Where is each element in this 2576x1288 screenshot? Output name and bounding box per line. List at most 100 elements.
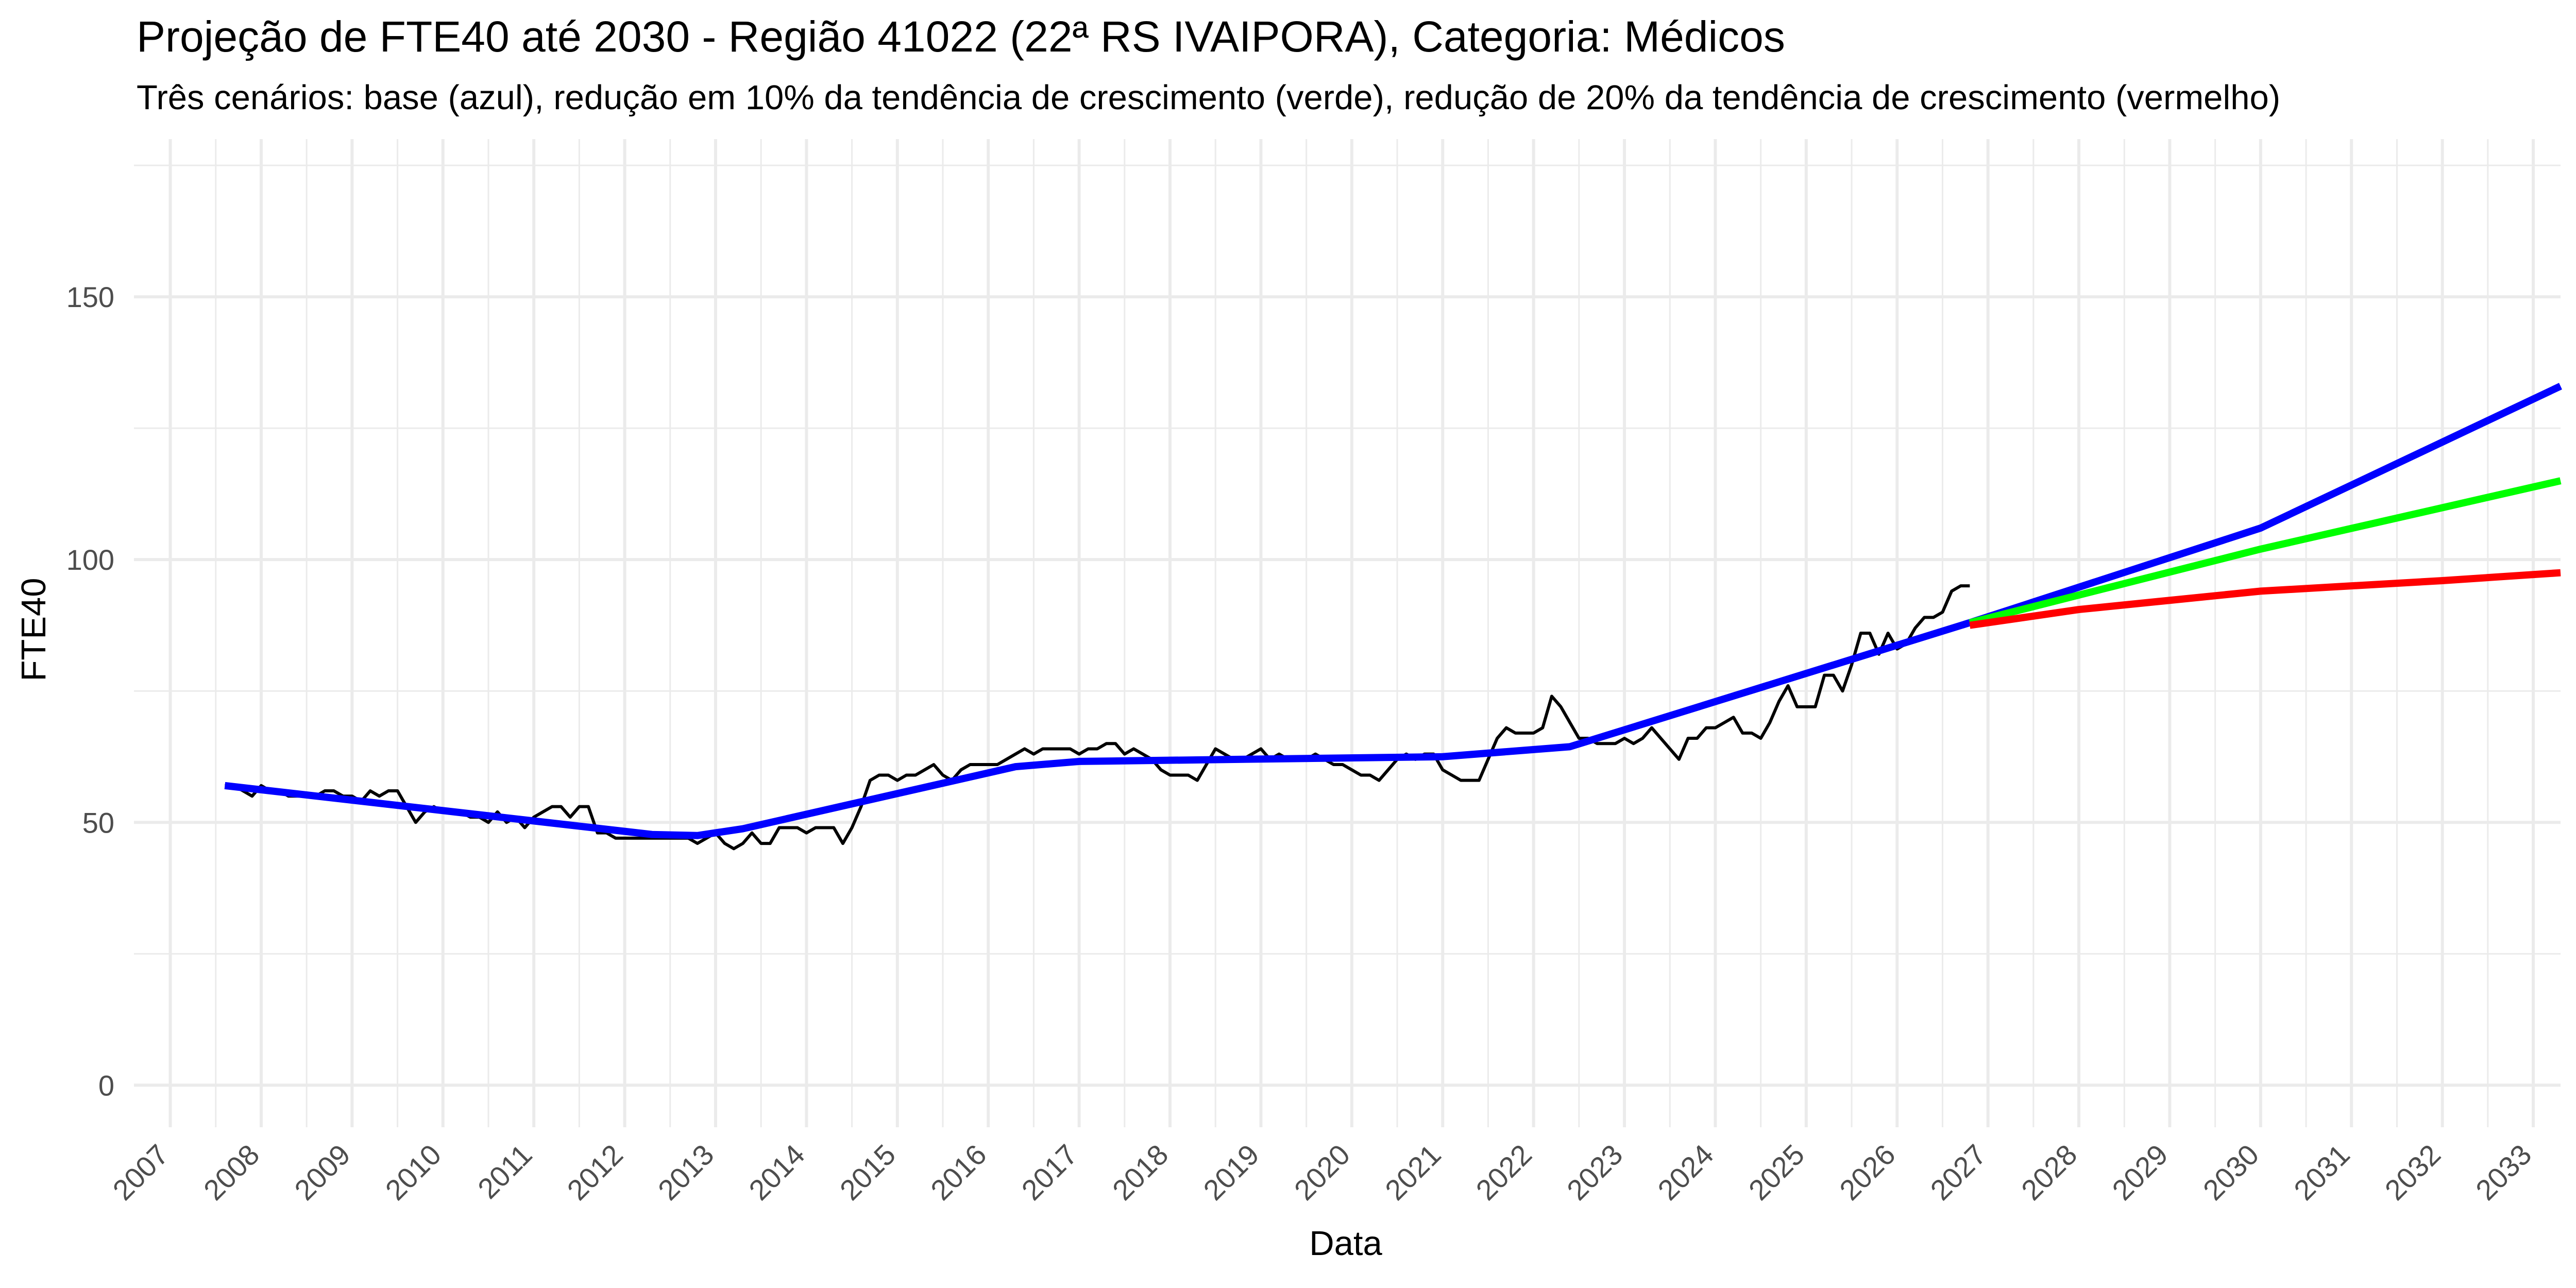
- point-observed: [587, 805, 590, 808]
- y-tick-label: 50: [82, 806, 114, 839]
- point-observed: [250, 794, 253, 798]
- point-base: [694, 832, 701, 839]
- point-observed: [1714, 726, 1717, 730]
- y-tick-label: 0: [98, 1069, 114, 1101]
- point-observed: [1741, 732, 1744, 735]
- point-observed: [1677, 758, 1681, 761]
- line-reduction_10: [1969, 477, 2562, 626]
- point-observed: [523, 826, 527, 829]
- point-observed: [1168, 773, 1172, 776]
- point-observed: [814, 826, 817, 829]
- point-observed: [1523, 732, 1526, 735]
- point-observed: [569, 816, 572, 819]
- point-observed: [1596, 742, 1599, 745]
- point-observed: [1768, 721, 1771, 724]
- point-observed: [414, 821, 417, 824]
- point-observed: [1914, 626, 1917, 630]
- point-observed: [914, 773, 917, 776]
- point-observed: [1787, 684, 1790, 687]
- point-observed: [1069, 747, 1072, 750]
- point-observed: [1123, 753, 1126, 756]
- y-tick-label: 150: [66, 281, 114, 313]
- point-base: [1439, 753, 1446, 760]
- point-observed: [496, 810, 499, 814]
- point-observed: [1959, 584, 1962, 587]
- point-observed: [550, 805, 553, 808]
- point-observed: [1087, 747, 1090, 750]
- point-observed: [1541, 726, 1544, 730]
- point-observed: [1187, 773, 1190, 776]
- point-observed: [1041, 747, 1044, 750]
- point-observed: [1496, 737, 1499, 740]
- point-observed: [1659, 737, 1663, 740]
- point-observed: [987, 763, 990, 766]
- point-observed: [969, 763, 972, 766]
- point-observed: [1050, 747, 1054, 750]
- point-reduction_10: [2557, 477, 2564, 484]
- point-reduction_20: [2557, 569, 2564, 577]
- point-base: [2257, 524, 2264, 532]
- point-observed: [1032, 753, 1035, 756]
- point-observed: [541, 810, 545, 814]
- point-observed: [696, 842, 699, 845]
- point-observed: [1759, 737, 1762, 740]
- point-observed: [1014, 753, 1017, 756]
- point-observed: [1723, 721, 1726, 724]
- point-observed: [1141, 753, 1144, 756]
- point-observed: [723, 842, 726, 845]
- point-observed: [1005, 758, 1008, 761]
- point-observed: [751, 832, 754, 835]
- point-observed: [741, 842, 744, 845]
- point-observed: [1505, 726, 1508, 730]
- point-observed: [841, 842, 844, 845]
- point-observed: [1923, 616, 1926, 619]
- point-observed: [487, 821, 490, 824]
- point-base: [649, 831, 656, 838]
- point-observed: [1441, 768, 1444, 771]
- point-observed: [1114, 742, 1117, 745]
- point-reduction_10: [2257, 546, 2264, 553]
- point-observed: [1478, 779, 1481, 782]
- point-observed: [941, 773, 944, 776]
- line-reduction_20: [1969, 569, 2561, 629]
- point-observed: [623, 837, 626, 840]
- point-observed: [1105, 742, 1108, 745]
- point-observed: [959, 768, 962, 771]
- point-observed: [1468, 779, 1471, 782]
- point-observed: [1941, 611, 1944, 614]
- x-axis-title: Data: [1309, 1224, 1382, 1263]
- point-observed: [1841, 689, 1844, 692]
- point-observed: [1568, 721, 1571, 724]
- point-observed: [1078, 753, 1081, 756]
- point-observed: [1732, 716, 1735, 719]
- point-observed: [796, 826, 799, 829]
- point-observed: [332, 789, 335, 792]
- point-observed: [1641, 737, 1644, 740]
- point-observed: [1696, 737, 1699, 740]
- point-reduction_20: [1966, 622, 1973, 629]
- point-observed: [787, 826, 790, 829]
- point-observed: [1950, 589, 1953, 592]
- point-observed: [1868, 632, 1871, 635]
- point-observed: [996, 763, 999, 766]
- point-reduction_20: [2075, 606, 2082, 613]
- point-observed: [1623, 737, 1626, 740]
- point-observed: [1932, 616, 1935, 619]
- point-observed: [1259, 747, 1262, 750]
- point-observed: [614, 837, 617, 840]
- point-observed: [1450, 773, 1453, 776]
- point-observed: [869, 779, 872, 782]
- point-observed: [1378, 779, 1381, 782]
- point-observed: [1614, 742, 1617, 745]
- point-reduction_20: [2257, 587, 2264, 595]
- point-observed: [578, 805, 581, 808]
- series-layer: [224, 383, 2564, 851]
- point-observed: [369, 789, 372, 792]
- y-axis-title: FTE40: [14, 578, 53, 681]
- point-observed: [560, 805, 563, 808]
- chart-subtitle: Três cenários: base (azul), redução em 1…: [137, 78, 2280, 117]
- point-observed: [1214, 747, 1217, 750]
- point-observed: [1777, 700, 1781, 703]
- point-observed: [1968, 584, 1971, 587]
